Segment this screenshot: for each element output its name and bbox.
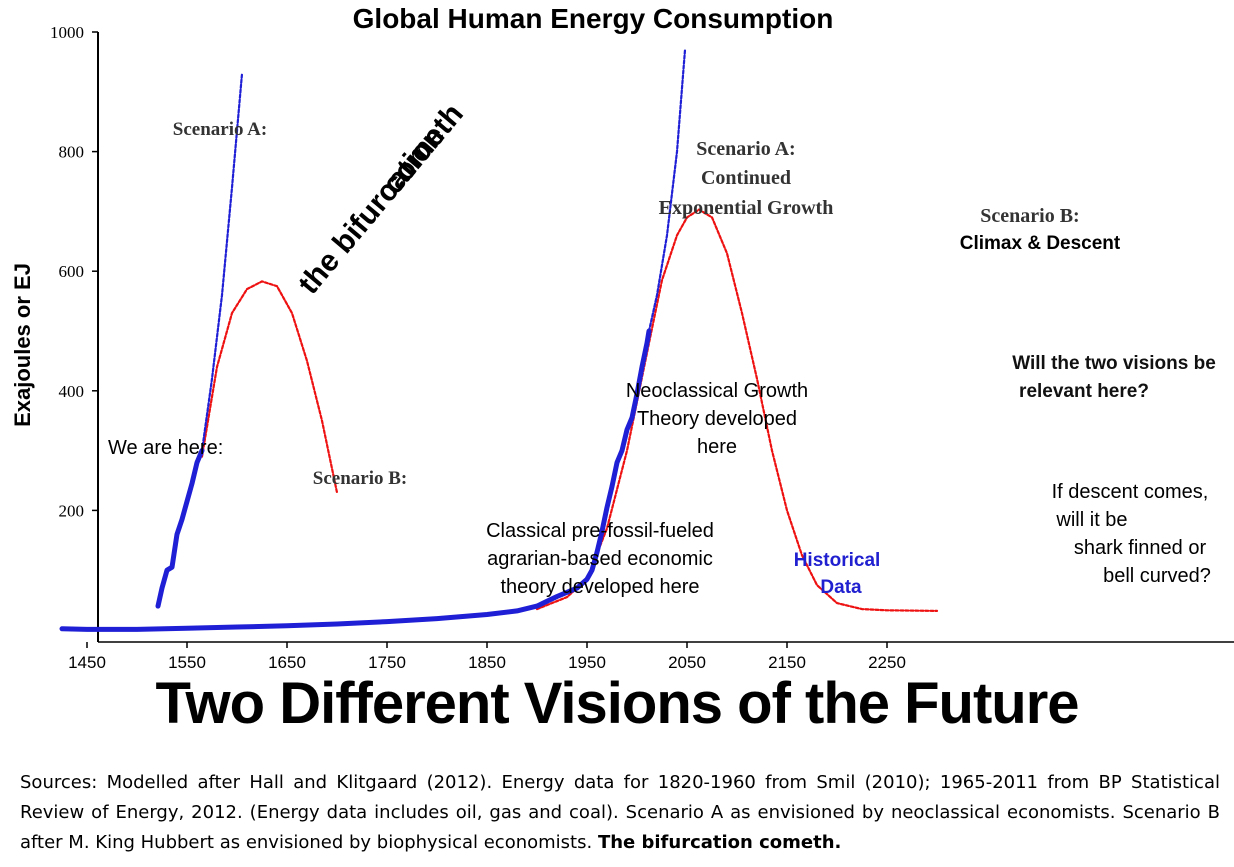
annotation-scenario-b-left: Scenario B: (313, 468, 407, 489)
sources-note: Sources: Modelled after Hall and Klitgaa… (20, 768, 1220, 858)
chart-title: Global Human Energy Consumption (353, 3, 834, 34)
x-tick-label: 2250 (868, 653, 906, 672)
y-tick-label: 200 (59, 501, 85, 520)
annotation-descent-4: bell curved? (1103, 565, 1211, 587)
annotation-scenario-a-3: Exponential Growth (659, 197, 834, 219)
annotation-scenario-b-1: Scenario B: (980, 205, 1079, 227)
annotation-classical-1: Classical pre-fossil-fueled (486, 520, 714, 542)
series-line-1 (647, 48, 687, 333)
y-tick-label: 400 (59, 382, 85, 401)
x-tick-label: 1950 (568, 653, 606, 672)
y-tick-label: 600 (59, 262, 85, 281)
sources-text: Sources: Modelled after Hall and Klitgaa… (20, 772, 1220, 853)
annotation-bifurcation-2: cometh (376, 98, 470, 201)
series-line-2 (535, 208, 939, 613)
annotation-classical-3: theory developed here (500, 576, 699, 598)
y-axis-label: Exajoules or EJ (10, 263, 35, 427)
annotation-descent-2: will it be (1055, 509, 1127, 531)
annotation-neoclassical-3: here (697, 436, 737, 458)
x-tick-label: 2150 (768, 653, 806, 672)
energy-chart: Global Human Energy Consumption Exajoule… (10, 3, 1234, 672)
annotations: Scenario A: the bifurcation cometh We ar… (108, 98, 1216, 598)
y-ticks: 200 400 600 800 1000 (50, 23, 98, 520)
annotation-scenario-a-1: Scenario A: (696, 138, 795, 160)
annotation-historical-1: Historical (794, 550, 881, 571)
main-title: Two Different Visions of the Future (155, 671, 1079, 736)
x-tick-label: 2050 (668, 653, 706, 672)
annotation-scenario-a-left: Scenario A: (173, 119, 267, 140)
y-tick-label: 1000 (50, 23, 84, 42)
annotation-scenario-a-2: Continued (701, 167, 791, 189)
annotation-neoclassical-2: Theory developed (637, 408, 797, 430)
x-tick-label: 1850 (468, 653, 506, 672)
annotation-relevant-2: relevant here? (1019, 381, 1149, 402)
annotation-relevant-1: Will the two visions be (1012, 353, 1216, 374)
series-line-0 (59, 328, 652, 632)
annotation-descent-1: If descent comes, (1052, 481, 1209, 503)
annotation-classical-2: agrarian-based economic (487, 548, 713, 570)
series-line-3 (155, 448, 205, 609)
y-tick-label: 800 (59, 143, 85, 162)
annotation-historical-2: Data (820, 577, 862, 598)
annotation-neoclassical-1: Neoclassical Growth (626, 380, 808, 402)
series-line-5 (200, 280, 339, 494)
x-tick-label: 1550 (168, 653, 206, 672)
annotation-scenario-b-2: Climax & Descent (960, 233, 1121, 254)
x-tick-label: 1750 (368, 653, 406, 672)
annotation-we-are-here: We are here: (108, 437, 223, 459)
annotation-descent-3: shark finned or (1074, 537, 1207, 559)
x-ticks: 1450 1550 1650 1750 1850 1950 2050 2150 2250 (68, 642, 906, 672)
sources-emphasis: The bifurcation cometh. (597, 832, 842, 853)
series-layer (59, 48, 939, 632)
x-tick-label: 1650 (268, 653, 306, 672)
series-line-4 (200, 72, 244, 452)
x-tick-label: 1450 (68, 653, 106, 672)
